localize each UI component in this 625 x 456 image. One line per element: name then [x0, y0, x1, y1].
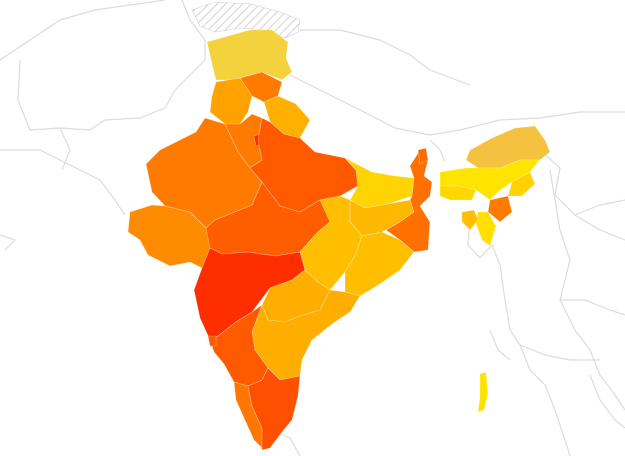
region-west-bengal[interactable]	[385, 149, 433, 253]
region-karnataka[interactable]	[209, 304, 269, 387]
region-sikkim[interactable]	[417, 147, 429, 165]
region-goa[interactable]	[207, 335, 217, 347]
region-chhattisgarh[interactable]	[299, 195, 363, 291]
region-uttarakhand[interactable]	[263, 95, 311, 139]
region-jammu-kashmir[interactable]	[206, 29, 293, 81]
regions-layer	[127, 29, 551, 451]
region-manipur[interactable]	[487, 195, 513, 223]
region-tripura[interactable]	[461, 209, 479, 231]
region-tamil-nadu[interactable]	[247, 367, 301, 451]
region-andhra-pradesh[interactable]	[251, 289, 361, 381]
region-mizoram[interactable]	[475, 211, 497, 247]
region-arunachal-pradesh[interactable]	[465, 125, 551, 169]
region-nagaland[interactable]	[507, 171, 536, 197]
region-andaman-nicobar[interactable]	[477, 371, 489, 413]
region-odisha[interactable]	[344, 231, 415, 297]
region-meghalaya[interactable]	[439, 185, 477, 201]
disputed-area-hatched	[191, 1, 301, 39]
